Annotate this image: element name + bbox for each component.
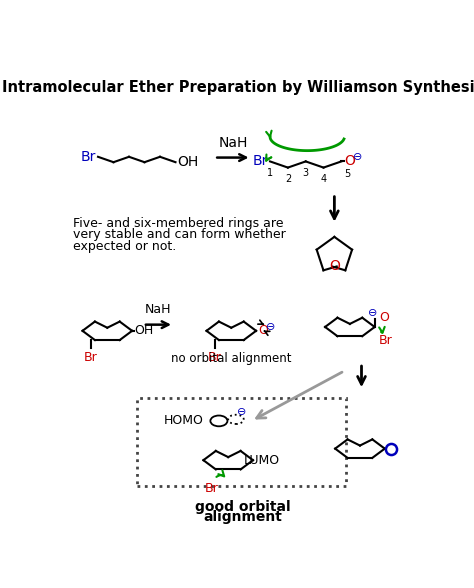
Text: NaH: NaH: [145, 303, 172, 316]
Text: ⊖: ⊖: [368, 308, 378, 318]
Text: O: O: [329, 259, 340, 273]
Text: Br: Br: [205, 482, 219, 495]
Text: ⊖: ⊖: [266, 322, 275, 332]
Text: O: O: [345, 155, 356, 168]
Text: 3: 3: [302, 168, 309, 178]
Text: Br: Br: [253, 155, 268, 168]
Text: OH: OH: [135, 325, 154, 338]
Text: alignment: alignment: [203, 510, 283, 524]
Text: no orbital alignment: no orbital alignment: [171, 352, 292, 365]
Text: OH: OH: [177, 155, 198, 169]
Text: O: O: [258, 325, 268, 338]
Text: Five- and six-membered rings are: Five- and six-membered rings are: [73, 217, 284, 230]
Text: very stable and can form whether: very stable and can form whether: [73, 228, 286, 242]
Text: Br: Br: [84, 351, 98, 364]
Text: 1: 1: [267, 168, 273, 178]
Text: Br: Br: [379, 333, 392, 346]
Text: ⊖: ⊖: [237, 407, 247, 417]
Text: ⊖: ⊖: [353, 152, 362, 162]
Text: expected or not.: expected or not.: [73, 240, 176, 253]
Text: 4: 4: [320, 173, 327, 183]
Text: 2: 2: [285, 173, 291, 183]
Text: HOMO: HOMO: [164, 415, 203, 427]
Text: good orbital: good orbital: [195, 500, 291, 514]
Text: O: O: [379, 311, 389, 324]
Text: Intramolecular Ether Preparation by Williamson Synthesis: Intramolecular Ether Preparation by Will…: [2, 80, 474, 95]
Text: Br: Br: [208, 351, 222, 364]
Text: NaH: NaH: [218, 136, 247, 150]
Text: LUMO: LUMO: [244, 455, 280, 467]
Text: 5: 5: [345, 169, 351, 179]
Text: Br: Br: [81, 150, 96, 164]
